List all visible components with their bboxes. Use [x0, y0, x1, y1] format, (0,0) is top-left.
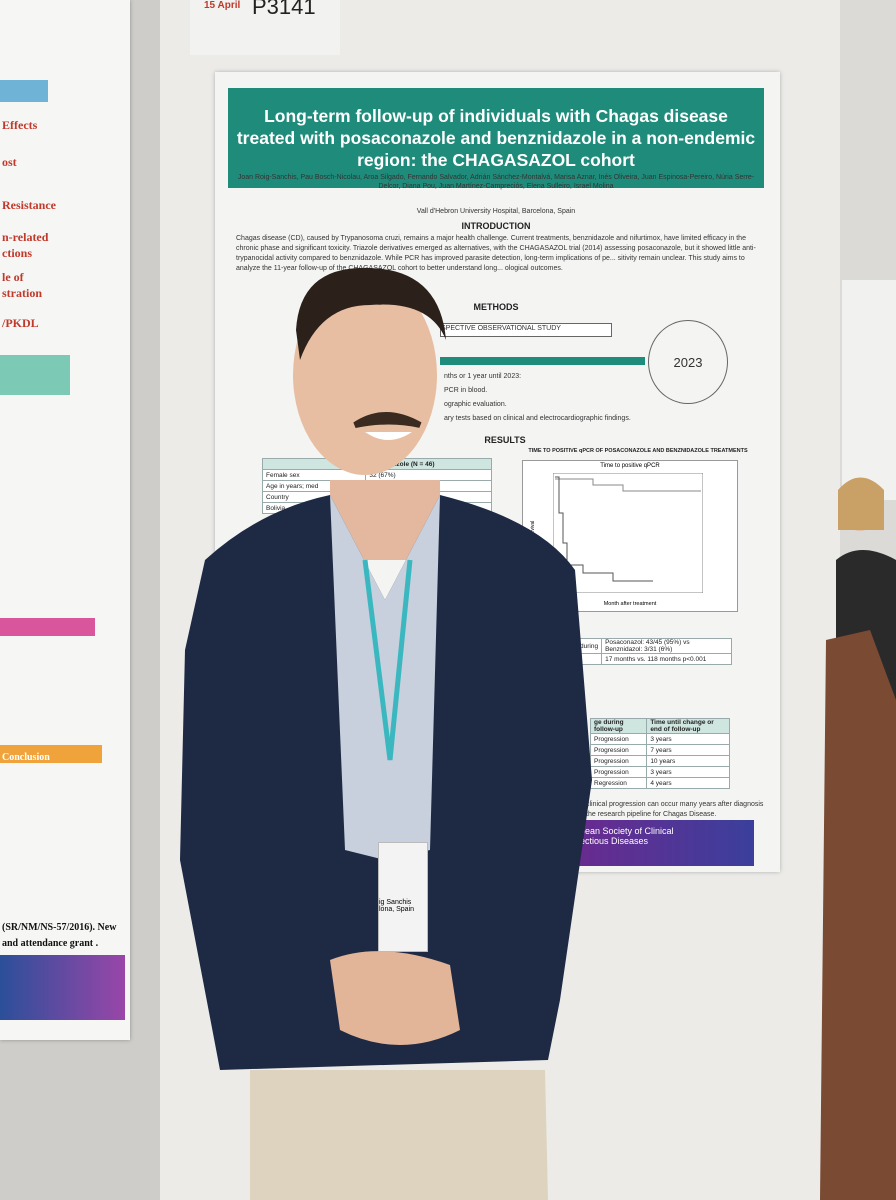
badge-place: lona, Spain	[379, 906, 415, 913]
poster-affiliation: Vall d'Hebron University Hospital, Barce…	[416, 208, 576, 215]
table-cell: 10 years	[646, 755, 730, 767]
left-text-line: ost	[2, 155, 17, 169]
smile	[365, 432, 412, 440]
board-date: 15 April	[204, 0, 241, 11]
poster-footer: pean Society of Clinical ectious Disease…	[572, 820, 754, 866]
methods-item: nths or 1 year until 2023:	[444, 373, 522, 380]
left-text-line: stration	[2, 286, 42, 300]
km-curve	[555, 476, 653, 582]
left-text-line: le of	[2, 270, 24, 284]
methods-item: PCR in blood.	[444, 387, 488, 394]
methods-item: ary tests based on clinical and electroc…	[444, 415, 631, 422]
km-title: Time to positive qPCR	[600, 463, 660, 469]
year-circle: 2023	[648, 320, 728, 404]
board-code: P3141	[252, 0, 316, 19]
section-heading: INTRODUCTION	[461, 221, 531, 231]
badge: ig Sanchis lona, Spain	[378, 842, 428, 952]
table-row: Female sex 32 (67%)	[261, 469, 492, 481]
summary-table: during Posaconazol: 43/45 (95%) vs Benzni…	[575, 638, 732, 665]
footer-line: ectious Diseases	[580, 836, 649, 846]
left-text-line: Effects	[2, 118, 38, 132]
table-cell: 4 years	[646, 777, 730, 789]
left-text-line: Conclusion	[2, 752, 50, 763]
left-footer	[0, 955, 125, 1020]
poster-authors: Joan Roig-Sanchis, Pau Bosch-Nicolau, Ar…	[237, 174, 755, 190]
left-band	[0, 745, 102, 763]
intro-text: Chagas disease (CD), caused by Trypanoso…	[236, 235, 756, 272]
followup-table: ge during follow-up Time until change or …	[589, 718, 730, 789]
timeline-arrow	[440, 357, 645, 365]
hair	[296, 267, 446, 360]
footer-line: pean Society of Clinical	[580, 826, 674, 836]
left-band	[0, 80, 48, 102]
methods-study: SPECTIVE OBSERVATIONAL STUDY	[440, 323, 612, 337]
conclusion-text: clinical progression can occur many year…	[586, 801, 764, 818]
left-text-line: ctions	[2, 246, 32, 260]
chart-heading: TIME TO POSITIVE qPCR OF POSACONAZOLE AN…	[528, 448, 748, 454]
bystander-coat	[820, 630, 896, 1200]
table-row: Progression 10 years	[589, 755, 730, 767]
poster-title: Long-term follow-up of individuals with …	[228, 88, 764, 188]
methods-item: ographic evaluation.	[444, 401, 507, 408]
neck	[330, 480, 440, 560]
badge-name: ig Sanchis	[379, 899, 412, 906]
table-row: Regression 4 years	[589, 777, 730, 789]
shirt	[330, 495, 440, 860]
table-cell: 17 months vs. 118 months p<0.001	[601, 653, 732, 665]
left-band	[0, 355, 70, 395]
km-plot	[553, 473, 703, 593]
left-band	[0, 618, 95, 636]
section-heading: RESULTS	[484, 435, 526, 445]
hands	[330, 951, 460, 1045]
left-text-line: n-related	[2, 230, 49, 244]
moustache	[353, 412, 422, 428]
left-text-line: (SR/NM/NS-57/2016). New	[2, 922, 117, 933]
table-row: 17 months vs. 118 months p<0.001	[575, 653, 732, 665]
trousers	[250, 1070, 548, 1200]
right-poster	[842, 280, 896, 500]
table-cell: Time until change or end of follow-up	[646, 718, 730, 734]
section-heading: METHODS	[473, 302, 519, 312]
left-poster: Effects ost Resistance n-related ctions le of…	[0, 0, 130, 1040]
bystander-hair	[838, 477, 884, 530]
left-text-line: and attendance grant .	[2, 938, 99, 949]
left-text-line: /PKDL	[2, 316, 39, 330]
lanyard	[362, 559, 413, 761]
km-curve	[555, 478, 701, 492]
table-row: Progression 3 years	[589, 733, 730, 745]
km-xlabel: Month after treatment	[603, 601, 657, 607]
left-text-line: Resistance	[2, 198, 56, 212]
methods-list: nths or 1 year until 2023: PCR in blood. o…	[444, 372, 644, 428]
board-label: 15 April P3141	[190, 0, 340, 55]
